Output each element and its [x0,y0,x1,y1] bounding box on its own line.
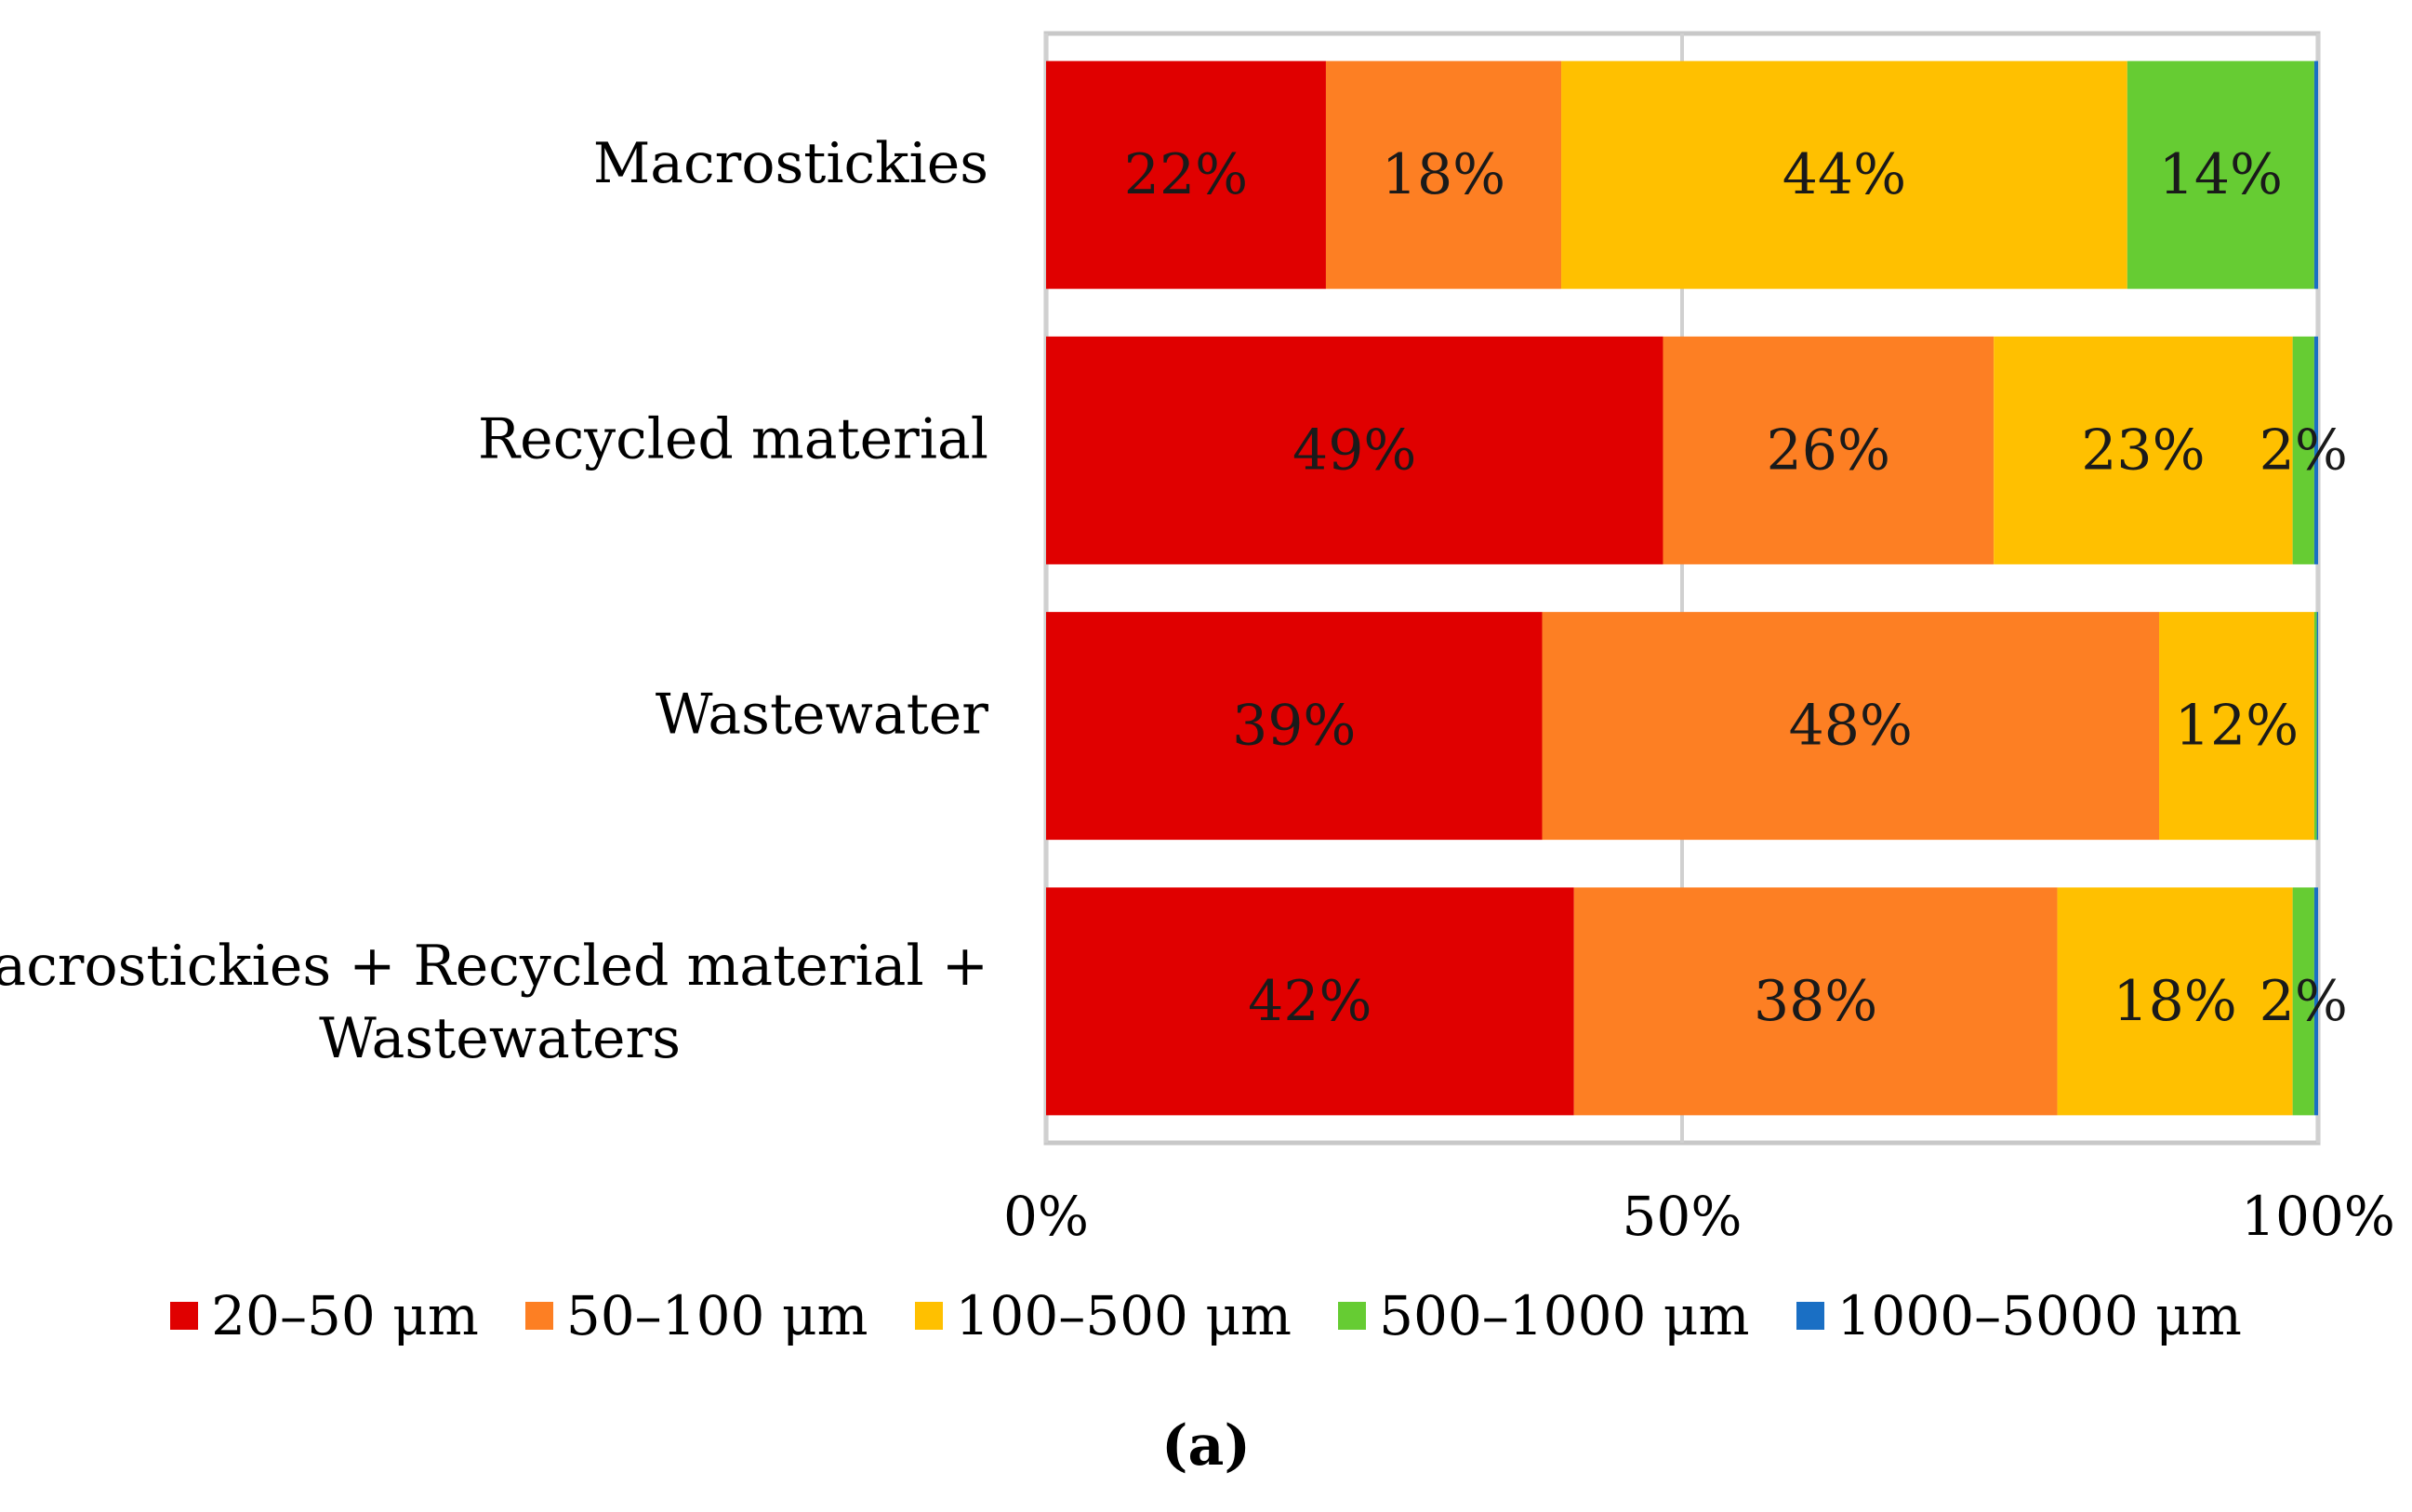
bar-segment [1325,60,1562,289]
legend-swatch [1338,1302,1367,1330]
bar-segment [2313,336,2318,564]
bar-segment [1046,60,1326,289]
bar-segment [1663,336,1995,564]
data-label: 49% [1292,418,1416,483]
data-label: 38% [1754,969,1877,1034]
bar-segment [2159,612,2314,841]
legend-label: 500–1000 μm [1379,1284,1750,1347]
bar-segment [1994,336,2293,564]
figure-caption: (a) [1161,1413,1251,1479]
bar-segment [2292,336,2314,564]
bar-segment [1046,612,1543,841]
data-label: 2% [2260,418,2348,483]
data-label: 14% [2159,142,2283,207]
data-label: 26% [1767,418,1890,483]
data-label: 23% [2081,418,2205,483]
category-label: Wastewater [656,683,988,748]
data-label: 18% [2113,969,2236,1034]
legend-item: 1000–5000 μm [1796,1284,2242,1347]
legend-item: 100–500 μm [914,1284,1292,1347]
data-label: 48% [1789,694,1913,759]
data-label: 44% [1782,142,1906,207]
bar-segment [1046,336,1663,564]
bar-segment [2292,887,2314,1116]
data-label: 18% [1382,142,1505,207]
category-label: Macrostickies + Recycled material + Waste… [0,934,988,1071]
bar-segment [2127,60,2314,289]
category-label: Recycled material [478,406,988,471]
x-tick-label: 0% [1003,1185,1089,1248]
bar-segment [2313,60,2318,289]
category-label: Macrostickies [593,131,988,196]
bar-segment [1046,887,1574,1116]
bar-segment [2316,612,2318,841]
legend-swatch [524,1302,553,1330]
legend-swatch [1796,1302,1824,1330]
legend-label: 50–100 μm [565,1284,868,1347]
data-label: 22% [1124,142,1248,207]
bar-segment [1561,60,2127,289]
bar-segment [1542,612,2159,841]
data-label: 42% [1248,969,1372,1034]
data-label: 39% [1232,694,1356,759]
legend-label: 1000–5000 μm [1836,1284,2242,1347]
legend-swatch [914,1302,943,1330]
legend-item: 20–50 μm [170,1284,479,1347]
bar-segment [2313,612,2317,841]
bar-segment [1573,887,2058,1116]
x-tick-label: 100% [2241,1185,2395,1248]
legend-item: 500–1000 μm [1338,1284,1750,1347]
legend-item: 50–100 μm [524,1284,868,1347]
bar-segment [2057,887,2293,1116]
legend-label: 100–500 μm [955,1284,1292,1347]
data-label: 2% [2260,969,2348,1034]
bar-segment [2313,887,2318,1116]
legend-swatch [170,1302,199,1330]
x-tick-label: 50% [1623,1185,1743,1248]
legend-label: 20–50 μm [211,1284,479,1347]
data-label: 12% [2175,694,2299,759]
legend: 20–50 μm 50–100 μm 100–500 μm 500–1000 μm 10… [0,1279,2412,1353]
